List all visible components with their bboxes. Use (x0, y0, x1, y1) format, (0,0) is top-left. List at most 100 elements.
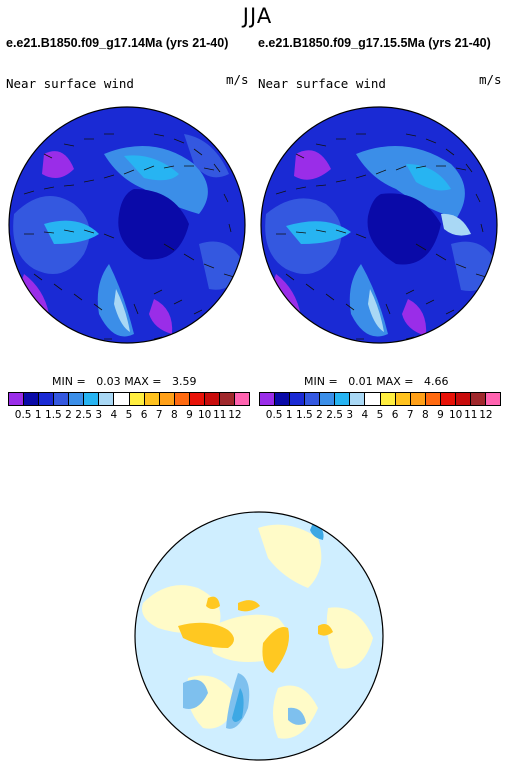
map-region (178, 622, 234, 648)
colorbar-tick-label: 7 (155, 409, 163, 421)
map-region (42, 151, 74, 178)
map-boundary (134, 511, 384, 761)
map-region (262, 627, 289, 673)
colorbar-tick-label: 1 (34, 409, 42, 421)
map-region (286, 221, 351, 244)
colorbar-swatch (440, 393, 456, 405)
difference-map (134, 511, 384, 761)
map-region (149, 299, 173, 334)
colorbar-swatch (204, 393, 220, 405)
colorbar-tick-label: 1.5 (296, 409, 313, 421)
map-region (318, 624, 333, 636)
colorbar-tick-label: 1 (285, 409, 293, 421)
colorbar-tick-label: 12 (228, 409, 242, 421)
colorbar-tick-label: 4 (110, 409, 118, 421)
season-title: JJA (242, 4, 273, 28)
colorbar-tick-label: 11 (464, 409, 478, 421)
colorbar-swatch (129, 393, 145, 405)
colorbar-swatch (260, 393, 276, 405)
variable-label-right: Near surface wind (258, 76, 386, 91)
colorbar-tick-label: 7 (406, 409, 414, 421)
colorbar-swatch (9, 393, 25, 405)
colorbar-tick-label: 3 (95, 409, 103, 421)
map-region (183, 679, 208, 709)
colorbar-labels-left: 0.5 1 1.5 2 2.5 3 4 5 6 7 8 9 10 11 12 (8, 409, 250, 423)
min-label: MIN = (304, 375, 338, 388)
colorbar-tick-label: 0.5 (14, 409, 32, 421)
polar-map-left (8, 106, 246, 344)
map-region (441, 213, 471, 236)
min-label: MIN = (52, 375, 86, 388)
map-boundary (8, 106, 246, 344)
minmax-right: MIN = 0.01 MAX = 4.66 (304, 375, 448, 388)
colorbar-tick-label: 4 (361, 409, 369, 421)
colorbar-swatch (174, 393, 190, 405)
colorbar-swatch (485, 393, 500, 405)
colorbar-swatch (275, 393, 291, 405)
minmax-left: MIN = 0.03 MAX = 3.59 (52, 375, 196, 388)
map-boundary (260, 106, 498, 344)
colorbar-swatch (335, 393, 351, 405)
colorbar-swatch (114, 393, 130, 405)
units-label-right: m/s (479, 72, 502, 87)
wind-vectors (23, 133, 235, 340)
colorbar-left (8, 392, 250, 406)
colorbar-swatch (24, 393, 40, 405)
colorbar-swatch (380, 393, 396, 405)
polar-map-right (260, 106, 498, 344)
colorbar-swatch (234, 393, 249, 405)
colorbar-swatch (410, 393, 426, 405)
colorbar-right (259, 392, 501, 406)
map-region (124, 155, 179, 181)
map-region (288, 707, 306, 725)
colorbar-swatch (54, 393, 70, 405)
colorbar-swatch (455, 393, 471, 405)
colorbar-swatch (305, 393, 321, 405)
max-value: 4.66 (423, 375, 449, 388)
colorbar-tick-label: 12 (479, 409, 493, 421)
min-value: 0.01 (348, 375, 373, 388)
colorbar-tick-label: 1.5 (45, 409, 62, 421)
colorbar-swatch (219, 393, 235, 405)
map-region (310, 523, 324, 540)
map-region (232, 688, 244, 722)
max-label: MAX = (376, 375, 414, 388)
map-region (142, 585, 221, 633)
min-value: 0.03 (96, 375, 121, 388)
colorbar-tick-label: 2 (316, 409, 323, 421)
colorbar-tick-label: 5 (376, 409, 384, 421)
colorbar-swatch (425, 393, 441, 405)
colorbar-swatch (99, 393, 115, 405)
map-region (406, 164, 451, 191)
colorbar-swatch (189, 393, 205, 405)
colorbar-swatch (159, 393, 175, 405)
map-region (356, 146, 465, 219)
variable-label-left: Near surface wind (6, 76, 134, 91)
colorbar-labels-right: 0.5 1 1.5 2 2.5 3 4 5 6 7 8 9 10 11 12 (259, 409, 501, 423)
colorbar-tick-label: 11 (213, 409, 227, 421)
colorbar-swatch (350, 393, 366, 405)
map-region (258, 524, 322, 588)
colorbar-tick-label: 6 (140, 409, 148, 421)
colorbar-swatch (395, 393, 411, 405)
map-region (114, 289, 130, 332)
map-region (118, 189, 189, 260)
colorbar-swatch (290, 393, 306, 405)
max-value: 3.59 (171, 375, 197, 388)
colorbar-swatch (470, 393, 486, 405)
colorbar-swatch (84, 393, 100, 405)
map-region (44, 220, 99, 244)
colorbar-tick-label: 5 (125, 409, 133, 421)
map-region (402, 299, 427, 336)
colorbar-swatch (144, 393, 160, 405)
colorbar-tick-label: 2 (65, 409, 72, 421)
colorbar-tick-label: 2.5 (326, 409, 343, 421)
colorbar-swatch (320, 393, 336, 405)
case-title-left: e.e21.B1850.f09_g17.14Ma (yrs 21-40) (6, 36, 229, 50)
map-region (368, 289, 384, 332)
colorbar-tick-label: 2.5 (75, 409, 92, 421)
colorbar-tick-label: 6 (391, 409, 399, 421)
colorbar-tick-label: 0.5 (265, 409, 283, 421)
colorbar-tick-label: 9 (437, 409, 444, 421)
map-region (19, 274, 49, 314)
